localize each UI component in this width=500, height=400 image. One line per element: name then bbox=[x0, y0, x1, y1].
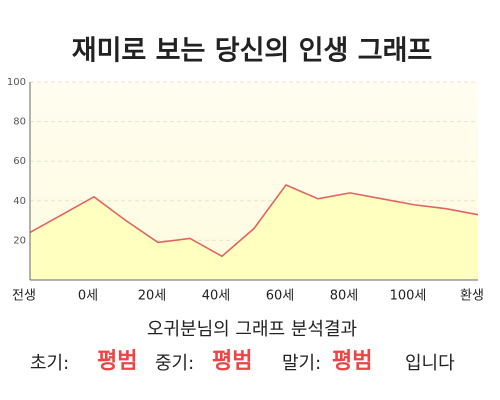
x-tick-label: 20세 bbox=[138, 289, 167, 304]
x-tick-label: 60세 bbox=[266, 289, 295, 304]
summary-result: 평범 bbox=[212, 349, 252, 374]
x-tick-label: 40세 bbox=[202, 289, 231, 304]
line bbox=[29, 183, 479, 258]
x-tick-label: 0세 bbox=[78, 289, 98, 304]
y-tick-label: 100 bbox=[7, 77, 26, 88]
summary-ending: 입니다 bbox=[405, 353, 455, 374]
x-tick-label: 환생 bbox=[460, 289, 484, 304]
y-tick-label: 80 bbox=[13, 117, 26, 128]
x-tick-label: 전생 bbox=[12, 289, 36, 304]
summary-result: 평범 bbox=[332, 349, 372, 374]
y-tick-label: 40 bbox=[13, 196, 26, 207]
y-tick-label: 20 bbox=[13, 235, 26, 246]
chart-title: 재미로 보는 당신의 인생 그래프 bbox=[72, 36, 433, 67]
area bbox=[30, 184, 478, 280]
summary-line: 초기: 평범 중기: 평범 말기: 평범 입니다 bbox=[30, 349, 455, 374]
x-tick-label: 80세 bbox=[330, 289, 359, 304]
x-tick-label: 100세 bbox=[390, 289, 427, 304]
y-tick-label: 60 bbox=[13, 156, 26, 167]
summary-result: 평범 bbox=[97, 349, 137, 374]
summary-label: 중기: bbox=[155, 353, 194, 374]
summary-heading: 오귀분님의 그래프 분석결과 bbox=[147, 319, 357, 340]
summary-label: 말기: bbox=[282, 353, 321, 374]
summary-label: 초기: bbox=[30, 353, 69, 374]
